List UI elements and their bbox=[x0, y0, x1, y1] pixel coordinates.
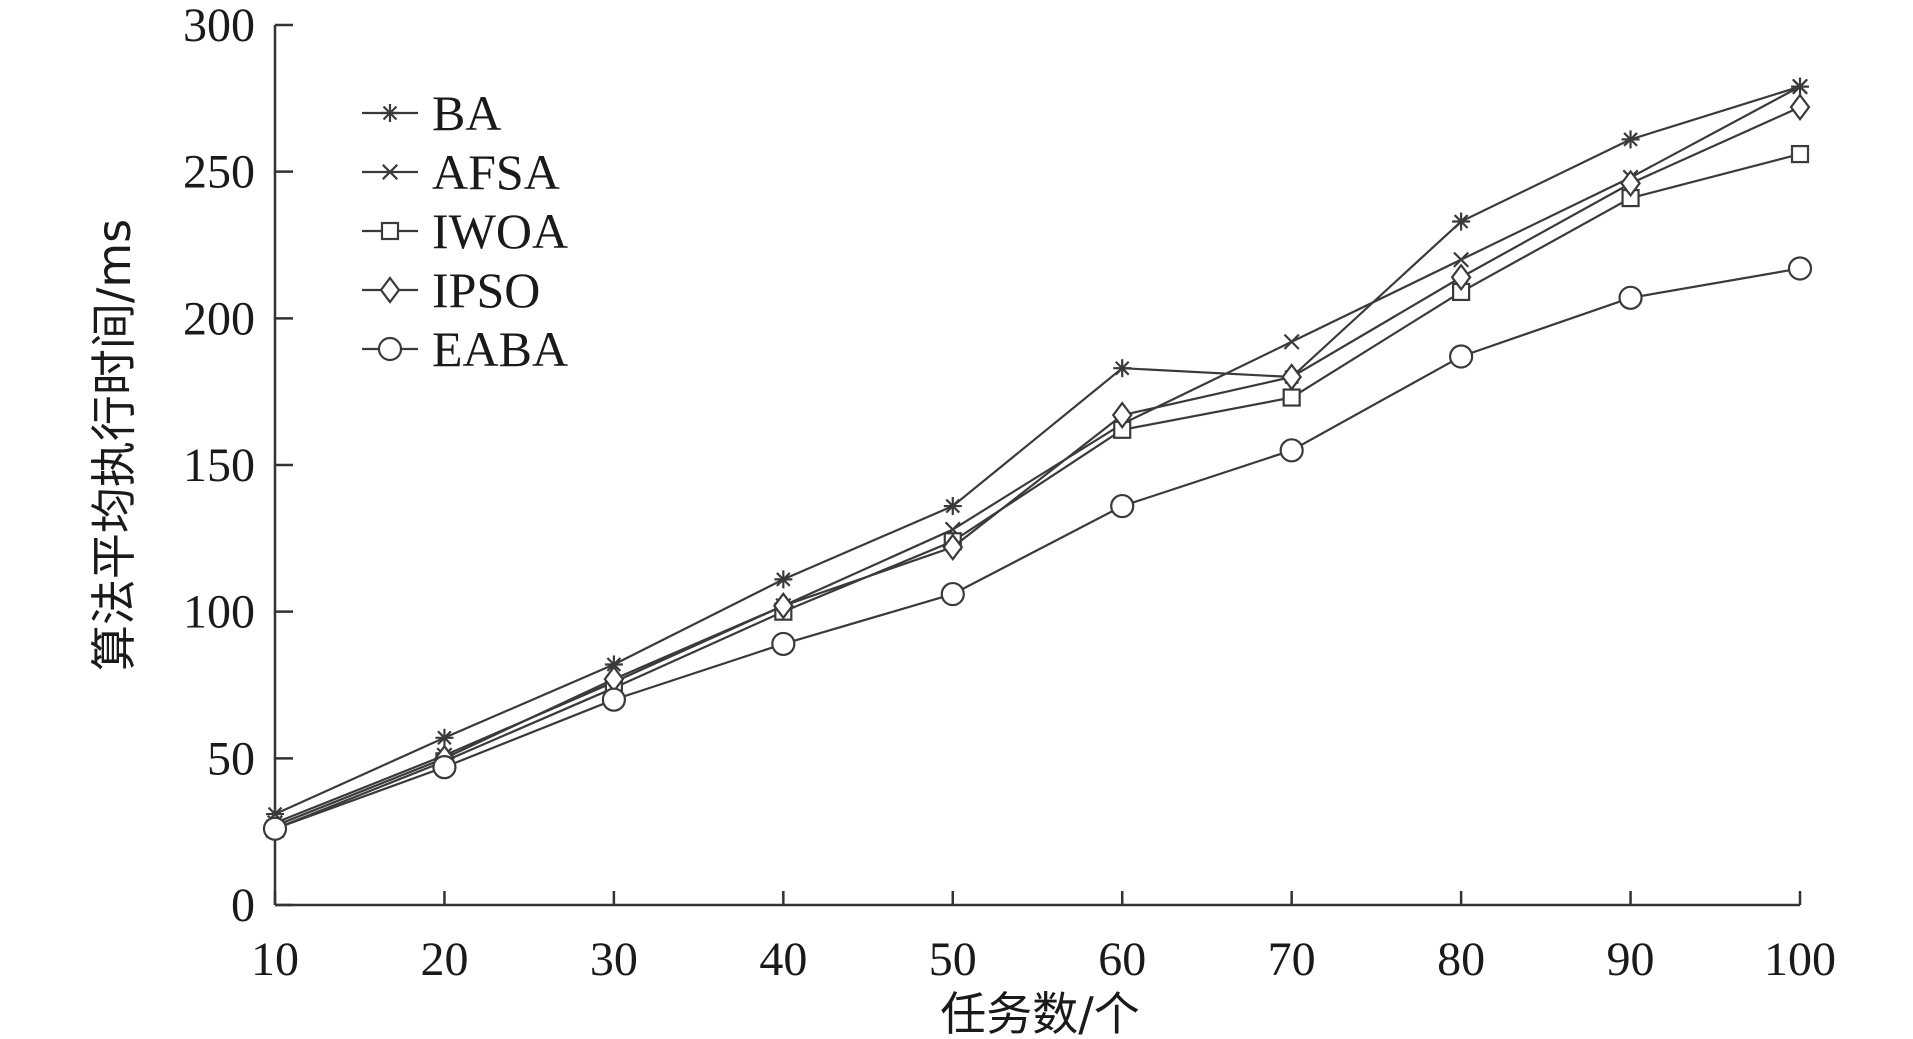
legend-item-ba: BA bbox=[362, 85, 501, 141]
data-point-eaba bbox=[940, 581, 965, 607]
data-point-ipso bbox=[1281, 363, 1303, 391]
x-tick-label: 90 bbox=[1607, 933, 1655, 986]
y-tick-label: 100 bbox=[183, 586, 255, 639]
data-point-ipso bbox=[1450, 263, 1472, 292]
x-tick-label: 40 bbox=[759, 933, 807, 986]
data-point-eaba bbox=[432, 755, 457, 780]
x-tick-label: 10 bbox=[251, 933, 299, 986]
legend-label: BA bbox=[432, 85, 501, 141]
legend-label: IPSO bbox=[432, 262, 540, 318]
data-point-eaba bbox=[262, 816, 288, 841]
tick-labels: 0 50 100 150 200 250 300 10 20 30 40 50 60 70 80 90 100 bbox=[183, 0, 1836, 986]
data-point-eaba bbox=[771, 631, 796, 657]
legend-marker-eaba bbox=[377, 336, 403, 362]
x-tick-label: 80 bbox=[1437, 933, 1485, 986]
data-point-ba bbox=[1113, 359, 1132, 378]
data-point-ba bbox=[435, 728, 454, 747]
legend-marker-iwoa bbox=[380, 221, 400, 241]
legend-label: EABA bbox=[432, 321, 568, 377]
legend-item-afsa: AFSA bbox=[362, 144, 560, 200]
legend-item-iwoa: IWOA bbox=[362, 203, 568, 259]
y-tick-label: 200 bbox=[183, 292, 255, 345]
y-tick-label: 300 bbox=[183, 0, 255, 52]
series-group bbox=[262, 77, 1813, 841]
data-point-ipso bbox=[1620, 169, 1641, 198]
legend-marker-ipso bbox=[379, 276, 401, 304]
x-tick-label: 50 bbox=[929, 933, 977, 986]
y-tick-label: 50 bbox=[207, 732, 255, 785]
series-line-ba bbox=[274, 85, 1801, 816]
data-point-ipso bbox=[1111, 401, 1133, 429]
data-point-eaba bbox=[601, 687, 626, 712]
series-eaba bbox=[262, 256, 1813, 841]
x-tick-label: 100 bbox=[1764, 933, 1836, 986]
legend-item-ipso: IPSO bbox=[362, 262, 540, 318]
series-line-eaba bbox=[274, 267, 1801, 830]
y-tick-label: 150 bbox=[183, 439, 255, 492]
data-point-ba bbox=[774, 570, 793, 589]
axes bbox=[273, 23, 1802, 907]
x-tick-label: 70 bbox=[1268, 933, 1316, 986]
y-axis-title: 算法平均执行时间/ms bbox=[87, 219, 141, 671]
series-line-iwoa bbox=[274, 153, 1801, 830]
data-point-ba bbox=[1621, 130, 1640, 149]
data-point-afsa bbox=[1453, 251, 1470, 268]
data-point-ba bbox=[1452, 212, 1471, 231]
legend-label: AFSA bbox=[432, 144, 560, 200]
data-point-eaba bbox=[1787, 256, 1813, 281]
legend-label: IWOA bbox=[432, 203, 568, 259]
data-point-iwoa bbox=[1282, 388, 1301, 407]
y-tick-label: 250 bbox=[183, 146, 255, 199]
x-tick-label: 30 bbox=[590, 933, 638, 986]
legend-item-eaba: EABA bbox=[362, 321, 568, 377]
data-point-ipso bbox=[942, 533, 964, 561]
data-point-afsa bbox=[1283, 333, 1300, 350]
legend-marker-ba bbox=[381, 104, 399, 122]
x-tick-label: 60 bbox=[1098, 933, 1146, 986]
data-point-iwoa bbox=[1790, 144, 1810, 164]
data-point-eaba bbox=[1279, 438, 1304, 463]
legend-marker-afsa bbox=[382, 164, 398, 180]
series-line-ipso bbox=[274, 106, 1801, 827]
x-tick-label: 20 bbox=[420, 933, 468, 986]
data-point-eaba bbox=[1110, 493, 1135, 519]
x-axis-title: 任务数/个 bbox=[940, 987, 1140, 1039]
data-point-afsa bbox=[1792, 78, 1808, 95]
data-point-ba bbox=[943, 497, 962, 516]
data-point-ipso bbox=[772, 591, 794, 620]
data-point-eaba bbox=[1618, 285, 1643, 310]
data-point-ipso bbox=[1789, 93, 1811, 121]
data-point-eaba bbox=[1449, 344, 1474, 369]
y-tick-label: 0 bbox=[231, 879, 255, 932]
